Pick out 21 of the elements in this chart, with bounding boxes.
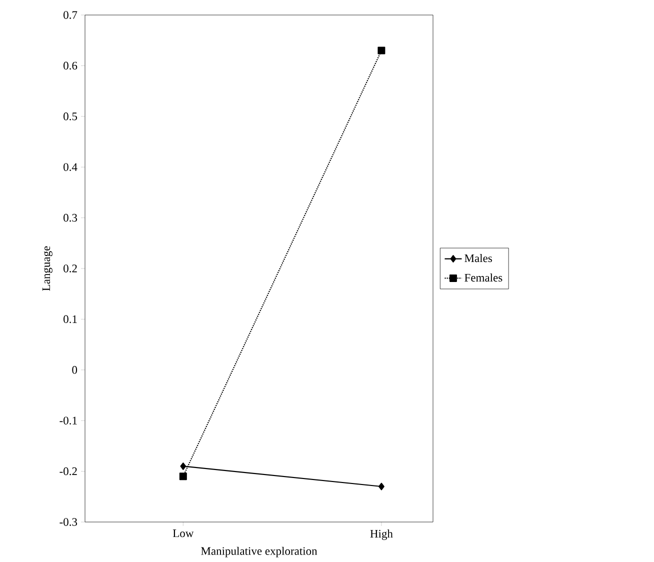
y-tick-label: 0.4	[64, 163, 78, 171]
y-tick-label: 0.7	[64, 11, 78, 19]
y-axis-title: Language	[42, 246, 52, 291]
y-tick-label: 0.2	[64, 264, 77, 272]
legend-label: Females	[464, 273, 502, 282]
legend-label: Males	[464, 254, 492, 262]
y-tick-label: 0	[72, 366, 78, 374]
y-tick-label: 0.6	[64, 62, 78, 70]
x-tick-label: Low	[172, 530, 194, 538]
y-tick-label: -0.1	[60, 416, 77, 424]
y-tick-label: 0.5	[64, 112, 78, 120]
y-tick-label: 0.1	[64, 315, 77, 324]
y-tick-label: 0.3	[64, 214, 78, 222]
y-tick-label: -0.2	[60, 467, 77, 476]
x-tick-label: High	[370, 530, 393, 540]
x-axis-title: Manipulative exploration	[201, 546, 318, 558]
point	[179, 472, 187, 480]
point	[378, 482, 384, 490]
point	[378, 46, 386, 54]
point	[180, 462, 186, 470]
y-tick-label: -0.3	[60, 518, 78, 526]
